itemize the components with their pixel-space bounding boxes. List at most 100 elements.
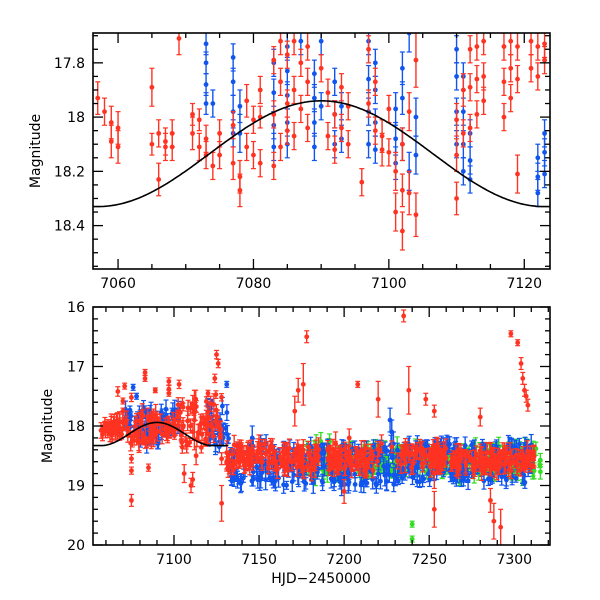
data-point-red (352, 446, 358, 467)
data-point-red (305, 67, 311, 96)
x-tick-label: 7200 (326, 552, 362, 568)
data-point-blue (289, 471, 295, 493)
bottom-model-curve (93, 421, 229, 447)
data-point-red (257, 105, 263, 129)
data-point-red (215, 409, 221, 426)
data-point-red (474, 64, 480, 94)
data-point-red (128, 392, 134, 403)
data-point-red (217, 140, 223, 170)
y-tick-label: 17 (67, 360, 85, 376)
data-point-red (498, 508, 504, 545)
data-point-red (219, 452, 225, 466)
data-point-red (196, 108, 202, 132)
data-point-red (115, 386, 121, 397)
data-point-red (366, 35, 372, 64)
data-point-red (379, 132, 385, 167)
data-point-red (481, 62, 487, 91)
data-point-red (518, 449, 524, 461)
data-point-blue (311, 59, 317, 88)
data-point-red (487, 487, 493, 513)
data-point-blue (454, 62, 460, 91)
data-point-blue (235, 470, 241, 489)
data-point-red (95, 81, 101, 115)
data-point-blue (366, 130, 372, 159)
data-point-red (305, 113, 311, 143)
data-point-red (338, 113, 344, 143)
data-point-red (520, 460, 526, 472)
data-point-blue (454, 35, 460, 64)
data-point-red (525, 398, 531, 412)
data-point-red (102, 97, 108, 126)
data-point-red (271, 45, 277, 75)
y-tick-label: 20 (67, 538, 85, 554)
data-point-red (345, 92, 351, 121)
data-point-red (453, 443, 459, 462)
data-point-red (515, 154, 521, 194)
data-point-red (291, 33, 297, 56)
data-point-red (291, 75, 297, 105)
top-model-curve (93, 100, 550, 208)
data-point-red (181, 464, 187, 484)
data-point-blue (224, 404, 230, 422)
bottom-ticks (93, 306, 550, 546)
data-point-red (142, 374, 148, 382)
data-point-red (230, 111, 236, 140)
data-point-red (370, 462, 376, 479)
data-point-red (278, 132, 284, 162)
data-point-red (230, 146, 236, 181)
data-point-blue (134, 392, 140, 400)
y-tick-label: 18 (67, 110, 85, 126)
data-point-red (508, 33, 514, 56)
data-point-red (501, 33, 507, 61)
data-point-red (410, 452, 416, 475)
data-point-red (477, 407, 483, 427)
data-point-blue (203, 92, 209, 115)
data-point-blue (237, 113, 243, 153)
data-point-red (463, 454, 469, 476)
data-point-red (219, 484, 225, 522)
data-point-red (362, 448, 368, 459)
data-point-red (438, 461, 444, 475)
data-point-red (152, 425, 158, 444)
data-point-red (244, 83, 250, 118)
data-point-red (120, 397, 126, 405)
data-point-red (305, 33, 311, 61)
data-point-blue (311, 83, 317, 113)
data-point-blue (460, 157, 466, 186)
data-point-red (497, 457, 503, 468)
data-point-blue (311, 108, 317, 137)
data-point-red (325, 78, 331, 107)
data-point-red (269, 456, 275, 470)
data-point-red (293, 454, 299, 464)
x-tick-label: 7120 (506, 276, 542, 292)
data-point-blue (413, 97, 419, 137)
data-point-red (250, 105, 256, 134)
data-point-red (196, 132, 202, 162)
data-point-red (175, 397, 181, 413)
data-point-red (420, 461, 426, 473)
data-point-red (375, 380, 381, 418)
data-point-red (295, 377, 301, 403)
data-point-red (128, 466, 134, 475)
x-tick-label: 7100 (156, 552, 192, 568)
data-point-red (284, 116, 290, 145)
data-point-blue (358, 477, 364, 488)
data-point-red (535, 62, 541, 91)
data-point-red (460, 73, 466, 107)
data-point-red (528, 54, 534, 83)
data-point-red (234, 453, 240, 469)
data-point-blue (224, 380, 230, 388)
data-point-red (332, 135, 338, 164)
data-point-red (372, 67, 378, 96)
data-point-blue (203, 73, 209, 96)
x-tick-label: 7300 (496, 552, 532, 568)
data-point-red (298, 94, 304, 124)
data-point-red (491, 502, 497, 540)
data-point-red (406, 92, 412, 132)
data-point-red (508, 330, 514, 338)
data-point-red (205, 415, 211, 437)
data-point-blue (315, 460, 321, 477)
data-point-blue (281, 475, 287, 494)
data-point-red (217, 420, 223, 439)
data-point-red (515, 33, 521, 61)
